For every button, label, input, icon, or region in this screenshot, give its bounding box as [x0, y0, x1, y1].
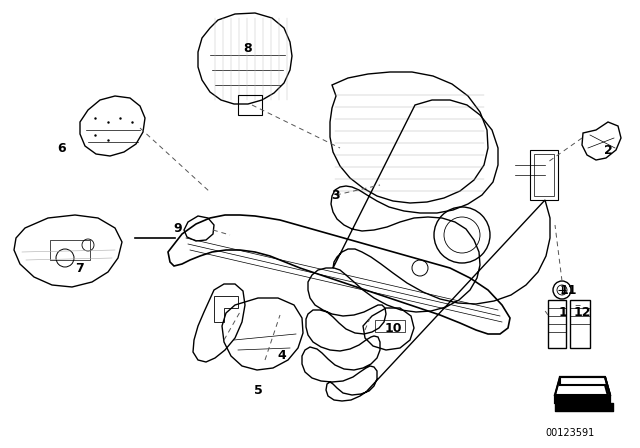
- Text: 6: 6: [58, 142, 67, 155]
- Polygon shape: [555, 377, 610, 395]
- Text: 4: 4: [278, 349, 286, 362]
- Text: 8: 8: [244, 42, 252, 55]
- Text: 9: 9: [173, 221, 182, 234]
- Text: 1: 1: [559, 306, 568, 319]
- Text: 00123591: 00123591: [545, 428, 595, 438]
- Text: 2: 2: [604, 143, 612, 156]
- Text: 11: 11: [559, 284, 577, 297]
- Polygon shape: [560, 377, 610, 403]
- Text: 12: 12: [573, 306, 591, 319]
- Polygon shape: [555, 395, 610, 403]
- Text: 10: 10: [384, 322, 402, 335]
- Text: 3: 3: [331, 189, 339, 202]
- Text: 7: 7: [76, 262, 84, 275]
- Text: 5: 5: [253, 383, 262, 396]
